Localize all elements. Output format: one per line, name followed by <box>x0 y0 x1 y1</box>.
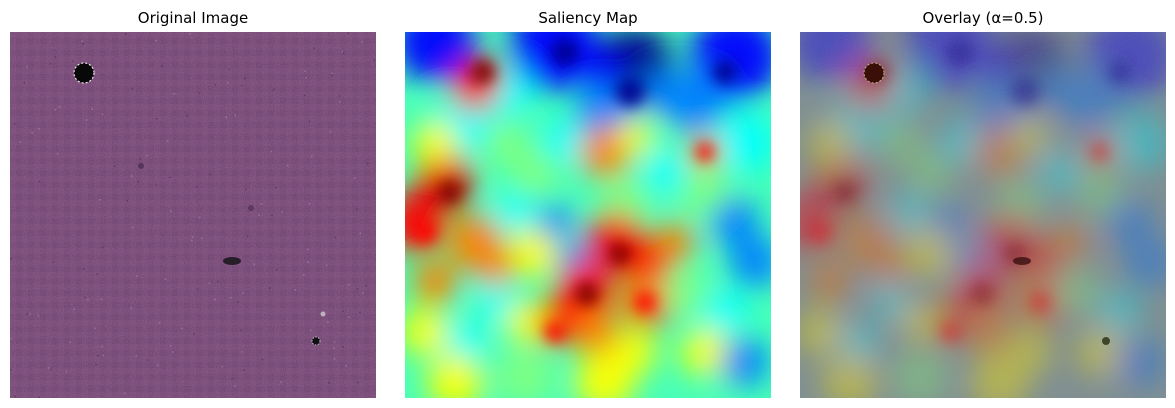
saliency-blob <box>497 349 553 398</box>
saliency-blob <box>663 270 707 314</box>
saliency-blob <box>715 112 771 172</box>
saliency-blob <box>635 292 655 312</box>
saliency-blob <box>729 236 771 288</box>
saliency-blob <box>405 308 449 356</box>
saliency-blob <box>413 260 457 304</box>
saliency-blob <box>617 119 653 155</box>
saliency-map-title: Saliency Map <box>538 9 638 27</box>
overlay-panel <box>800 32 1166 398</box>
saliency-map <box>405 32 771 398</box>
saliency-blob <box>483 120 527 164</box>
original-image-title: Original Image <box>137 9 249 27</box>
saliency-blob <box>475 247 515 287</box>
saliency-blob <box>545 322 565 342</box>
saliency-blob <box>681 328 729 376</box>
saliency-blob <box>703 290 747 334</box>
original-image-panel <box>10 32 376 398</box>
saliency-blob <box>711 198 759 246</box>
saliency-blob <box>713 60 737 84</box>
saliency-blob <box>471 60 495 84</box>
saliency-map-panel <box>405 32 771 398</box>
saliency-blob <box>575 352 635 398</box>
saliency-blob <box>610 244 630 264</box>
saliency-blob <box>537 204 573 240</box>
saliency-blob <box>505 302 545 342</box>
saliency-blob <box>495 192 535 232</box>
overlay-title: Overlay (α=0.5) <box>922 9 1044 27</box>
saliency-blob <box>616 78 644 106</box>
saliency-blob <box>587 54 623 90</box>
saliency-blob <box>440 182 460 202</box>
saliency-blob <box>655 222 695 262</box>
saliency-blob <box>445 322 485 362</box>
saliency-blob <box>575 282 599 306</box>
saliency-blob <box>413 120 457 164</box>
saliency-blob <box>696 143 714 161</box>
overlay-image <box>800 32 1166 398</box>
saliency-blob <box>721 338 769 386</box>
original-image <box>10 32 376 398</box>
saliency-blob <box>551 38 579 66</box>
saliency-blob <box>511 148 559 196</box>
saliency-blob <box>643 150 687 194</box>
saliency-blob <box>405 32 475 82</box>
saliency-blob <box>413 220 437 244</box>
saliency-blob <box>509 226 561 278</box>
saliency-blob <box>427 354 483 398</box>
saliency-blob <box>681 168 729 216</box>
saliency-blob <box>643 70 687 114</box>
saliency-blob <box>543 120 587 164</box>
saliency-blob <box>571 308 619 356</box>
saliency-blob <box>477 284 513 320</box>
